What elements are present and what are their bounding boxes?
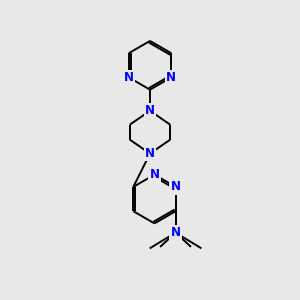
Text: N: N [166, 71, 176, 84]
Text: N: N [149, 168, 160, 181]
Text: N: N [145, 104, 155, 117]
Text: N: N [145, 147, 155, 160]
Text: N: N [171, 180, 181, 194]
Text: N: N [124, 71, 134, 84]
Text: N: N [171, 226, 181, 239]
